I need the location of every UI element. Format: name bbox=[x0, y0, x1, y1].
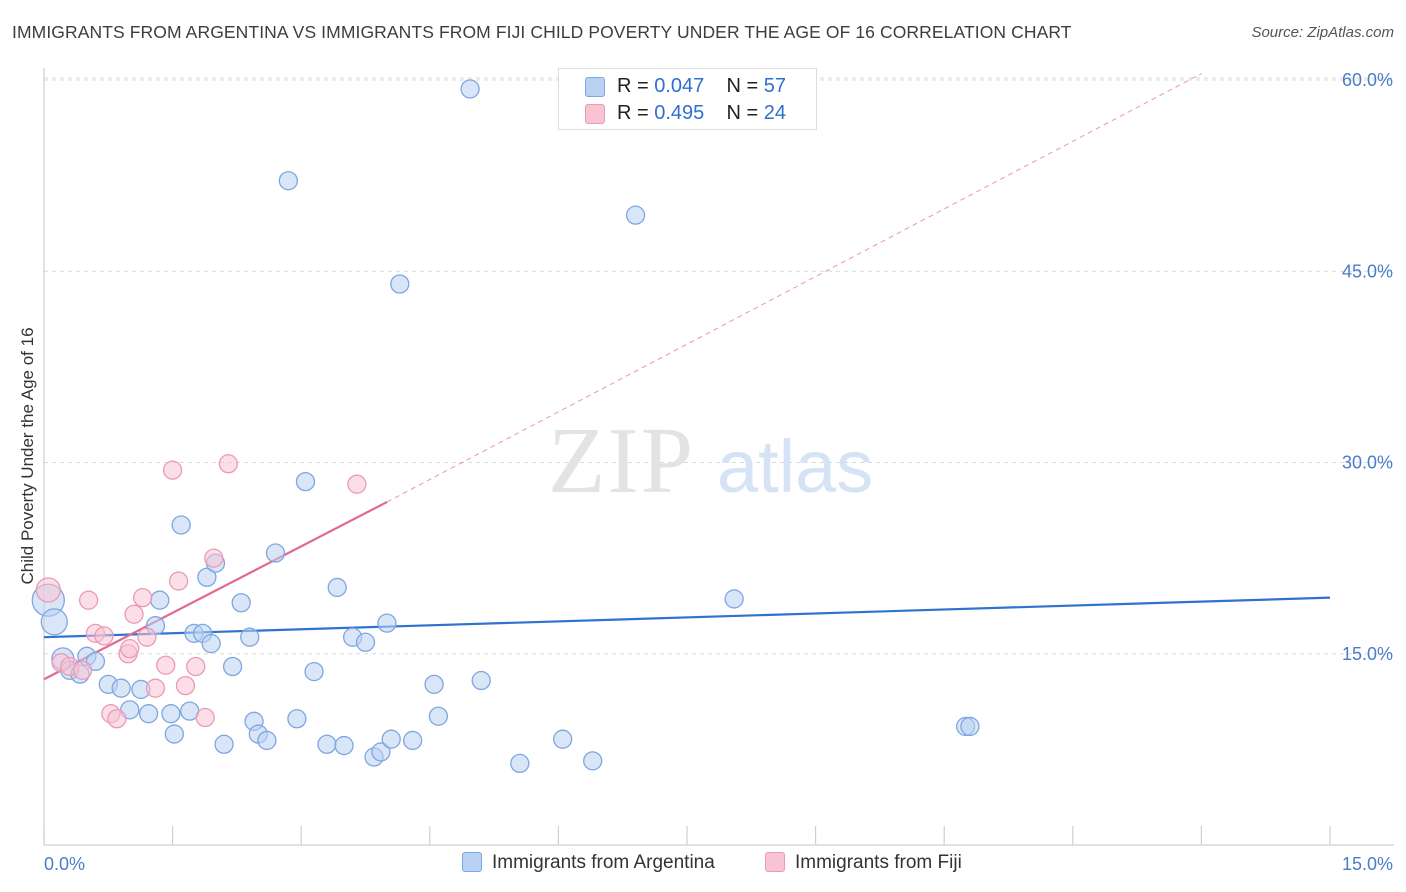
trend-lines bbox=[43, 73, 1331, 681]
legend-swatch-fiji bbox=[585, 104, 605, 124]
grid-lines bbox=[44, 77, 1394, 655]
y-tick-label: 60.0% bbox=[1342, 70, 1393, 90]
point-fiji bbox=[145, 678, 166, 698]
point-argentina bbox=[138, 704, 159, 724]
axes bbox=[43, 68, 1394, 846]
point-fiji bbox=[94, 626, 114, 646]
point-fiji bbox=[204, 548, 224, 568]
point-argentina bbox=[381, 729, 401, 749]
source-credit: Source: ZipAtlas.com bbox=[1251, 24, 1394, 41]
point-fiji bbox=[156, 655, 176, 675]
point-fiji bbox=[72, 660, 93, 680]
bottom-legend-swatch-fiji bbox=[765, 852, 785, 872]
point-argentina bbox=[371, 742, 391, 762]
x-tick-label: 15.0% bbox=[1342, 854, 1393, 874]
point-argentina bbox=[171, 515, 191, 535]
legend-r-value: 0.047 bbox=[654, 75, 705, 97]
point-argentina bbox=[164, 724, 184, 744]
bottom-legend-argentina: Immigrants from Argentina bbox=[462, 852, 715, 874]
trend-extension-fiji bbox=[386, 73, 1202, 503]
watermark-zip: ZIP bbox=[548, 409, 695, 513]
y-tick-label: 15.0% bbox=[1342, 644, 1393, 664]
point-fiji bbox=[124, 604, 144, 624]
trend-line-fiji bbox=[43, 501, 388, 681]
stats-legend: R = 0.047 N = 57 R = 0.495 N = 24 bbox=[558, 68, 817, 130]
point-argentina bbox=[240, 627, 260, 647]
y-tick-label: 45.0% bbox=[1342, 261, 1393, 281]
point-argentina bbox=[960, 716, 980, 737]
point-argentina bbox=[257, 730, 277, 751]
point-argentina bbox=[460, 79, 480, 99]
point-argentina bbox=[295, 471, 316, 492]
point-fiji bbox=[168, 571, 189, 591]
point-argentina bbox=[428, 706, 449, 726]
data-points bbox=[31, 79, 980, 774]
legend-n-value: 24 bbox=[763, 102, 787, 124]
point-fiji bbox=[195, 707, 215, 728]
point-argentina bbox=[222, 656, 243, 677]
point-argentina bbox=[278, 171, 298, 191]
point-fiji bbox=[218, 454, 238, 474]
point-argentina bbox=[510, 753, 530, 774]
point-fiji bbox=[107, 709, 127, 729]
point-argentina bbox=[403, 730, 423, 751]
chart-title: IMMIGRANTS FROM ARGENTINA VS IMMIGRANTS … bbox=[12, 22, 1072, 42]
point-argentina bbox=[201, 633, 221, 654]
tick-labels: 15.0% 30.0% 45.0% 60.0% 0.0% 15.0% bbox=[44, 70, 1393, 874]
point-fiji bbox=[186, 656, 206, 677]
point-argentina bbox=[287, 709, 307, 729]
point-fiji bbox=[35, 577, 61, 603]
point-argentina bbox=[327, 577, 347, 598]
legend-n-label: N = bbox=[726, 75, 759, 97]
point-argentina bbox=[161, 704, 181, 724]
legend-swatch-argentina bbox=[585, 77, 605, 97]
bottom-legend-fiji: Immigrants from Fiji bbox=[765, 852, 962, 874]
point-fiji bbox=[162, 460, 183, 480]
point-argentina bbox=[304, 661, 324, 682]
bottom-legend-label: Immigrants from Fiji bbox=[795, 852, 962, 873]
point-fiji bbox=[175, 675, 196, 696]
legend-n-label: N = bbox=[726, 102, 759, 124]
point-argentina bbox=[231, 593, 251, 613]
point-argentina bbox=[214, 734, 234, 754]
point-argentina bbox=[583, 751, 603, 771]
bottom-legend-swatch-argentina bbox=[462, 852, 482, 872]
point-fiji bbox=[120, 639, 140, 659]
point-fiji bbox=[78, 590, 99, 610]
point-argentina bbox=[424, 674, 444, 694]
point-argentina bbox=[390, 274, 410, 294]
point-argentina bbox=[265, 543, 286, 563]
point-argentina bbox=[625, 205, 646, 225]
x-tick-label: 0.0% bbox=[44, 854, 85, 874]
point-argentina bbox=[377, 613, 397, 633]
point-fiji bbox=[132, 588, 153, 608]
point-argentina bbox=[553, 729, 573, 749]
point-argentina bbox=[317, 734, 337, 754]
point-argentina bbox=[150, 590, 170, 610]
point-argentina bbox=[334, 735, 354, 756]
watermark-atlas: atlas bbox=[717, 425, 873, 508]
bottom-legend-label: Immigrants from Argentina bbox=[492, 852, 715, 873]
y-tick-label: 30.0% bbox=[1342, 453, 1393, 473]
point-argentina bbox=[197, 567, 217, 587]
point-argentina bbox=[40, 608, 68, 636]
point-argentina bbox=[355, 632, 376, 652]
legend-r-label: R = bbox=[617, 102, 649, 124]
legend-r-value: 0.495 bbox=[654, 102, 705, 124]
point-fiji bbox=[347, 474, 367, 494]
legend-r-label: R = bbox=[617, 75, 649, 97]
trend-line-argentina bbox=[43, 596, 1331, 639]
point-argentina bbox=[471, 670, 491, 691]
legend-n-value: 57 bbox=[763, 75, 787, 97]
point-argentina bbox=[724, 589, 744, 609]
point-argentina bbox=[111, 678, 131, 698]
point-fiji bbox=[137, 627, 157, 647]
